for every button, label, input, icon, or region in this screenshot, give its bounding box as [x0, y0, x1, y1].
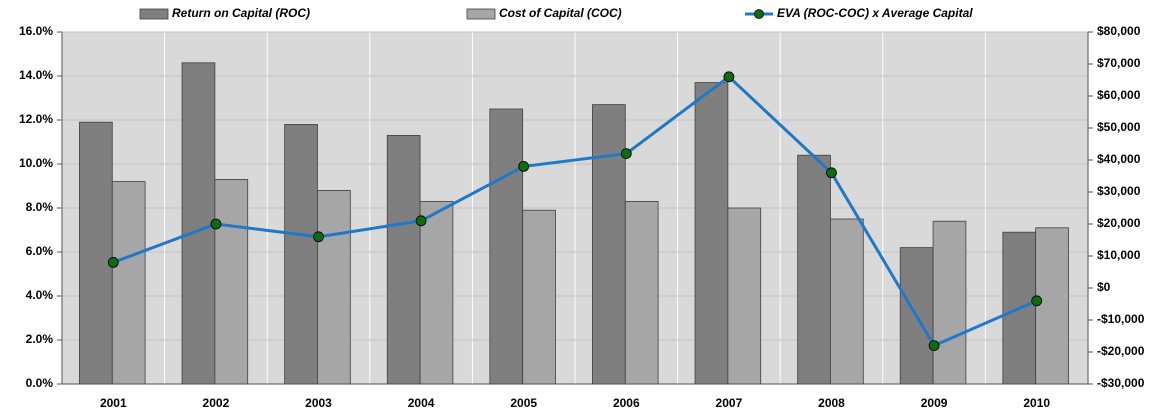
legend-label: EVA (ROC-COC) x Average Capital [777, 6, 973, 20]
y2-tick-label: $0 [1097, 280, 1111, 294]
x-tick-label: 2001 [100, 396, 127, 410]
x-tick-label: 2004 [408, 396, 435, 410]
x-tick-label: 2003 [305, 396, 332, 410]
y2-tick-label: -$20,000 [1097, 344, 1145, 358]
marker [415, 215, 427, 227]
bar [181, 62, 216, 385]
y2-tick-label: $20,000 [1097, 216, 1141, 230]
y-tick-label: 6.0% [26, 244, 54, 258]
y-tick-label: 0.0% [26, 376, 54, 390]
y2-tick-label: $70,000 [1097, 56, 1141, 70]
marker [313, 231, 324, 243]
bar [111, 181, 146, 385]
bar [727, 207, 762, 385]
y2-tick-label: -$10,000 [1097, 312, 1145, 326]
bar [79, 121, 113, 385]
y-tick-label: 14.0% [19, 68, 53, 82]
x-tick-label: 2007 [716, 396, 743, 410]
bar [1035, 227, 1069, 385]
x-tick-label: 2008 [818, 396, 845, 410]
line [112, 74, 1038, 348]
bar [317, 189, 351, 385]
marker [518, 160, 530, 172]
y2-tick-label: $10,000 [1097, 248, 1141, 262]
marker [620, 148, 632, 160]
y-tick-label: 12.0% [19, 112, 53, 126]
marker [107, 256, 119, 268]
y-tick-label: 4.0% [26, 288, 54, 302]
bar [284, 124, 318, 385]
y-tick-label: 16.0% [19, 24, 53, 38]
x-tick-label: 2005 [510, 396, 537, 410]
marker [928, 340, 940, 352]
bar [592, 104, 626, 385]
y2-tick-label: $50,000 [1097, 120, 1141, 134]
bar [386, 134, 421, 385]
y2-tick-label: -$30,000 [1097, 376, 1145, 390]
x-tick-label: 2002 [203, 396, 230, 410]
y-tick-label: 8.0% [26, 200, 54, 214]
marker [1031, 295, 1043, 307]
bar [932, 220, 967, 385]
marker [826, 167, 837, 179]
legend-swatch [754, 9, 764, 19]
bar [419, 200, 454, 385]
bar [489, 108, 524, 385]
bar [522, 209, 556, 385]
y-tick-label: 10.0% [19, 156, 53, 170]
y2-tick-label: $30,000 [1097, 184, 1141, 198]
y2-tick-label: $40,000 [1097, 152, 1141, 166]
legend-swatch [466, 8, 496, 20]
legend-label: Cost of Capital (COC) [499, 6, 622, 20]
y2-tick-label: $80,000 [1097, 24, 1141, 38]
x-tick-label: 2009 [921, 396, 948, 410]
bar [624, 200, 659, 385]
marker [210, 218, 222, 230]
marker [723, 71, 735, 83]
x-tick-label: 2006 [613, 396, 640, 410]
x-tick-label: 2010 [1023, 396, 1050, 410]
y2-tick-label: $60,000 [1097, 88, 1141, 102]
bar [214, 178, 249, 385]
y-tick-label: 2.0% [26, 332, 54, 346]
legend: Return on Capital (ROC) Cost of Capital (… [139, 6, 973, 20]
bar [694, 82, 729, 385]
bar [797, 154, 831, 385]
legend-swatch [139, 8, 169, 20]
legend-label: Return on Capital (ROC) [172, 6, 310, 20]
bar [830, 218, 864, 385]
